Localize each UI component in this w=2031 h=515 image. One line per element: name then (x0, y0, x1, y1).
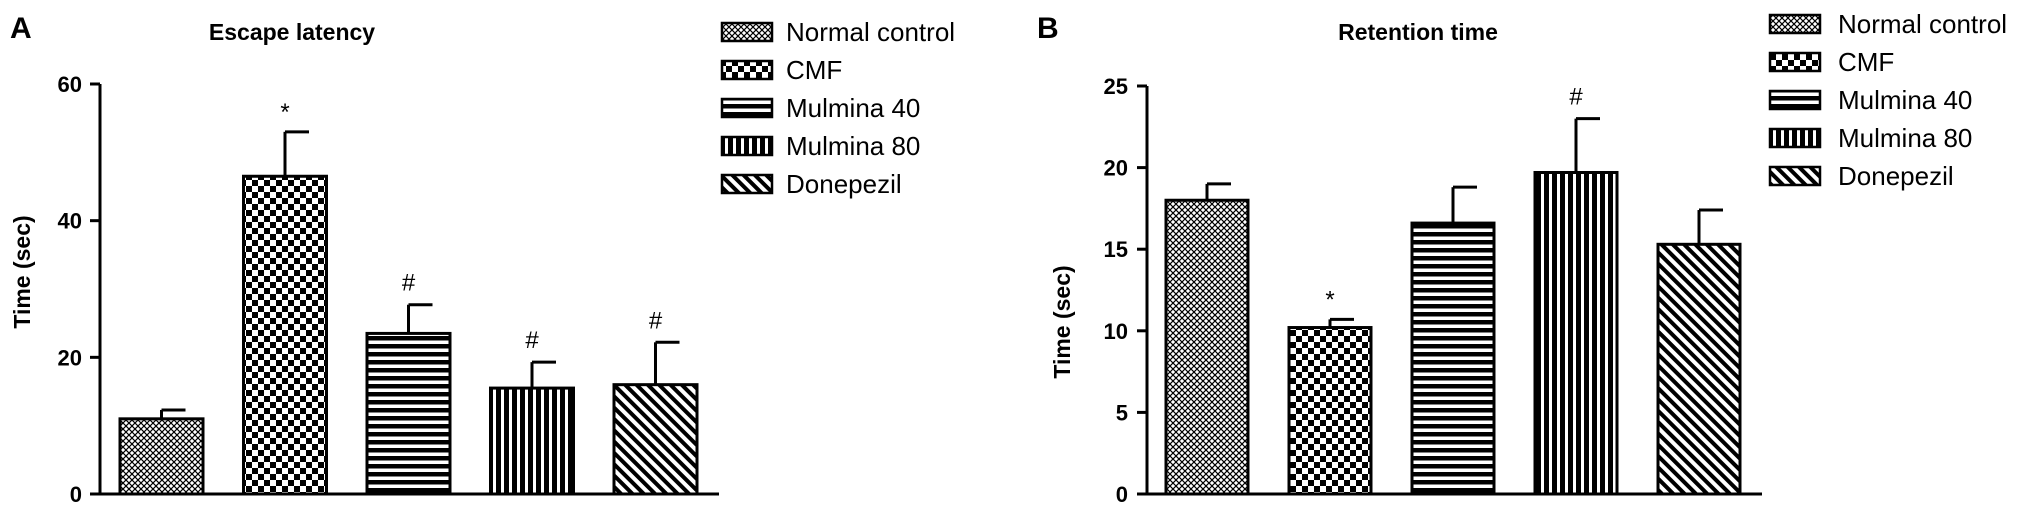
panel-a-title: Escape latency (209, 19, 375, 45)
chart0-legend-swatch (720, 21, 774, 43)
chart1-legend-swatch (1768, 89, 1822, 111)
chart1-bar-mulmina-80 (1533, 170, 1619, 496)
chart1-significance-marker: * (1325, 286, 1334, 313)
chart1-legend-swatch (1768, 127, 1822, 149)
panel-a: A Escape latency Time (sec) 0204060*### … (9, 12, 955, 507)
chart0-legend-swatch (720, 173, 774, 195)
chart1-legend-swatch (1768, 13, 1822, 35)
chart1-bar-normal-control (1164, 198, 1250, 496)
panel-b-letter: B (1037, 12, 1059, 45)
chart1-y-tick-label: 5 (1116, 400, 1128, 425)
chart0-legend-label: CMF (786, 55, 842, 85)
chart0-bar-mulmina-80 (489, 386, 575, 496)
panel-b: B Retention time Time (sec) 0 5 10 15 20 25 * #… (1037, 9, 2007, 507)
panel-b-legend: Normal control CMF Mulmina 40 Mulmina 80 Don… (1768, 9, 2007, 191)
chart0-significance-marker: # (525, 327, 539, 354)
chart1-bar-mulmina-40 (1410, 221, 1496, 496)
panel-b-title: Retention time (1338, 19, 1498, 45)
chart0-bar-normal-control (118, 417, 205, 496)
chart1-legend-label: Normal control (1838, 9, 2007, 39)
chart1-legend-label: Mulmina 40 (1838, 85, 1972, 115)
chart0-legend-label: Mulmina 40 (786, 93, 920, 123)
chart1-legend-label: CMF (1838, 47, 1894, 77)
chart1-y-tick-label: 25 (1104, 74, 1128, 99)
chart0-significance-marker: # (402, 270, 416, 297)
panel-b-y-axis-label: Time (sec) (1049, 265, 1075, 378)
chart0-legend-swatch (720, 97, 774, 119)
chart1-significance-marker: # (1569, 84, 1583, 111)
chart1-y-tick-label: 15 (1104, 237, 1128, 262)
chart0-significance-marker: * (280, 99, 289, 126)
chart0-significance-marker: # (649, 307, 663, 334)
chart0-legend-swatch (720, 135, 774, 157)
panel-a-letter: A (10, 12, 32, 45)
chart1-bar-cmf (1287, 326, 1373, 496)
chart1-y-tick-label: 0 (1116, 482, 1128, 507)
chart0-legend-label: Normal control (786, 17, 955, 47)
panel-b-plot: 0 5 10 15 20 25 * # (1104, 74, 1762, 507)
chart1-legend-swatch (1768, 165, 1822, 187)
chart1-legend-label: Donepezil (1838, 161, 1954, 191)
chart0-bar-mulmina-40 (365, 331, 452, 496)
chart0-legend-label: Mulmina 80 (786, 131, 920, 161)
chart0-y-tick-label: 20 (58, 345, 82, 370)
chart0-y-tick-label: 0 (70, 482, 82, 507)
chart1-bar-donepezil (1656, 242, 1742, 496)
panel-a-plot: 0 20 40 60 * # # # (58, 72, 719, 507)
panel-a-legend: Normal control CMF Mulmina 40 Mulmina 80 Don… (720, 17, 955, 199)
chart0-legend-label: Donepezil (786, 169, 902, 199)
chart0-y-tick-label: 60 (58, 72, 82, 97)
chart1-legend-swatch (1768, 51, 1822, 73)
chart0-bar-donepezil (612, 383, 699, 496)
chart1-y-tick-label: 10 (1104, 319, 1128, 344)
chart1-legend-label: Mulmina 80 (1838, 123, 1972, 153)
panel-a-y-axis-label: Time (sec) (9, 215, 35, 328)
chart0-legend-swatch (720, 59, 774, 81)
chart1-y-tick-label: 20 (1104, 156, 1128, 181)
chart0-y-tick-label: 40 (58, 209, 82, 234)
chart0-bar-cmf (242, 174, 328, 496)
